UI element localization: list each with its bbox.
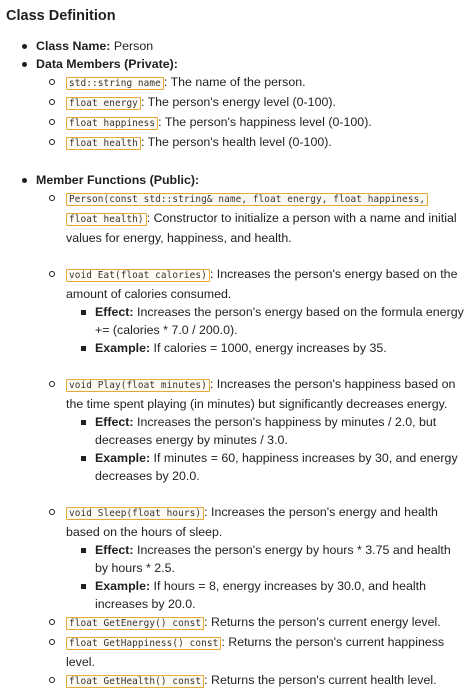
eat-details: Effect: Increases the person's energy ba… xyxy=(66,303,464,357)
class-name-item: Class Name: Person xyxy=(6,37,464,55)
code-snippet: std::string name xyxy=(66,77,164,90)
example-item: Example: If hours = 8, energy increases … xyxy=(66,577,464,613)
data-members-list: std::string name: The name of the person… xyxy=(36,73,464,153)
effect-item: Effect: Increases the person's energy by… xyxy=(66,541,464,577)
effect-item: Effect: Increases the person's happiness… xyxy=(66,413,464,449)
member-description: : The person's health level (0-100). xyxy=(140,135,332,149)
getter-item: float GetEnergy() const: Returns the per… xyxy=(35,613,464,633)
function-description: : Increases the person's happiness based… xyxy=(66,377,456,411)
code-snippet: float GetHappiness() const xyxy=(66,637,222,650)
getter-item: float GetHappiness() const: Returns the … xyxy=(35,633,464,671)
example-label: Example: xyxy=(95,579,151,593)
member-functions-label: Member Functions (Public): xyxy=(36,173,200,187)
member-description: : The person's happiness level (0-100). xyxy=(158,115,372,129)
eat-function-item: void Eat(float calories): Increases the … xyxy=(35,265,464,357)
code-snippet: void Eat(float calories) xyxy=(66,269,210,282)
code-snippet: float GetHealth() const xyxy=(66,675,205,688)
function-description: : Increases the person's energy and heal… xyxy=(66,505,438,539)
code-snippet: float happiness xyxy=(66,117,159,130)
data-member-item: float health: The person's health level … xyxy=(35,133,464,153)
effect-item: Effect: Increases the person's energy ba… xyxy=(66,303,464,339)
class-name-label: Class Name: xyxy=(36,39,111,53)
code-snippet: float GetEnergy() const xyxy=(66,617,205,630)
play-details: Effect: Increases the person's happiness… xyxy=(66,413,464,485)
page-title: Class Definition xyxy=(6,8,116,24)
data-member-item: float happiness: The person's happiness … xyxy=(35,113,464,133)
effect-text: Increases the person's happiness by minu… xyxy=(95,415,437,447)
example-label: Example: xyxy=(95,451,151,465)
function-description: : Returns the person's current health le… xyxy=(204,673,437,687)
constructor-item: Person(const std::string& name, float en… xyxy=(35,189,464,247)
code-snippet: float health xyxy=(66,137,141,150)
effect-label: Effect: xyxy=(95,415,134,429)
member-functions-item: Member Functions (Public): Person(const … xyxy=(6,171,464,691)
effect-label: Effect: xyxy=(95,305,134,319)
data-member-item: std::string name: The name of the person… xyxy=(35,73,464,93)
example-text: If hours = 8, energy increases by 30.0, … xyxy=(95,579,426,611)
code-snippet: void Play(float minutes) xyxy=(66,379,210,392)
function-description: : Returns the person's current energy le… xyxy=(204,615,441,629)
sleep-function-item: void Sleep(float hours): Increases the p… xyxy=(35,503,464,613)
effect-label: Effect: xyxy=(95,543,134,557)
member-functions-list: Person(const std::string& name, float en… xyxy=(36,189,464,691)
data-members-item: Data Members (Private): std::string name… xyxy=(6,55,464,153)
effect-text: Increases the person's energy by hours *… xyxy=(95,543,451,575)
member-description: : The person's energy level (0-100). xyxy=(140,95,336,109)
function-description: : Increases the person's energy based on… xyxy=(66,267,458,301)
class-outline: Class Name: Person Data Members (Private… xyxy=(6,37,464,691)
code-snippet: float energy xyxy=(66,97,141,110)
code-snippet: Person(const std::string& name, float en… xyxy=(66,193,429,206)
data-members-label: Data Members (Private): xyxy=(36,57,178,71)
function-description: : Constructor to initialize a person wit… xyxy=(66,211,457,245)
example-text: If minutes = 60, happiness increases by … xyxy=(95,451,458,483)
example-label: Example: xyxy=(95,341,151,355)
play-function-item: void Play(float minutes): Increases the … xyxy=(35,375,464,485)
data-member-item: float energy: The person's energy level … xyxy=(35,93,464,113)
function-description: : Returns the person's current happiness… xyxy=(66,635,445,669)
effect-text: Increases the person's energy based on t… xyxy=(95,305,464,337)
sleep-details: Effect: Increases the person's energy by… xyxy=(66,541,464,613)
class-name-value: Person xyxy=(113,39,154,53)
example-item: Example: If calories = 1000, energy incr… xyxy=(66,339,464,357)
member-description: : The name of the person. xyxy=(163,75,306,89)
example-item: Example: If minutes = 60, happiness incr… xyxy=(66,449,464,485)
getter-item: float GetHealth() const: Returns the per… xyxy=(35,671,464,691)
example-text: If calories = 1000, energy increases by … xyxy=(150,341,387,355)
code-snippet: float health) xyxy=(66,213,147,226)
code-snippet: void Sleep(float hours) xyxy=(66,507,205,520)
